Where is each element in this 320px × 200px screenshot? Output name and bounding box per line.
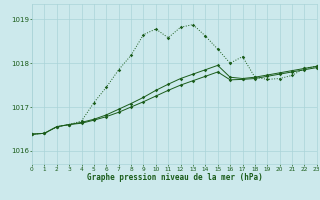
X-axis label: Graphe pression niveau de la mer (hPa): Graphe pression niveau de la mer (hPa)	[86, 173, 262, 182]
